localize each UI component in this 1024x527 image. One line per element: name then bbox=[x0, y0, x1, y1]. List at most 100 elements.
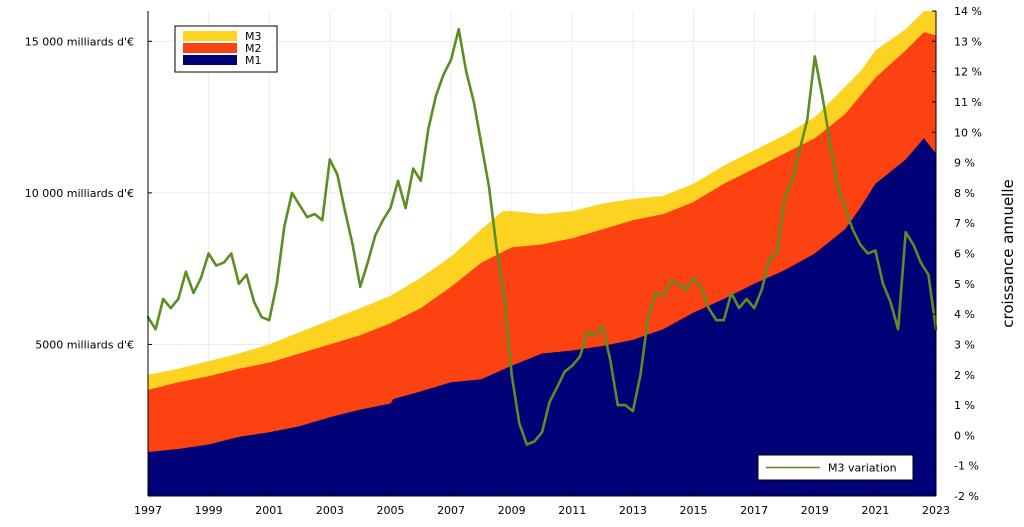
line-point-90 bbox=[828, 140, 832, 143]
line-point-2 bbox=[162, 297, 165, 301]
line-point-1 bbox=[154, 328, 157, 331]
legend-swatch-m2 bbox=[183, 43, 237, 53]
x-tick-label-2021: 2021 bbox=[861, 504, 889, 517]
line-point-19 bbox=[290, 191, 294, 195]
line-point-92 bbox=[843, 206, 847, 210]
line-point-61 bbox=[609, 358, 612, 361]
line-point-70 bbox=[677, 282, 680, 285]
axes-layer: 1997 1999 2001 2003 2005 2007 2009 2011 2013 2015… bbox=[25, 5, 1017, 517]
x-tick-label-2005: 2005 bbox=[376, 504, 404, 517]
line-point-96 bbox=[874, 249, 877, 252]
x-tick-label-2003: 2003 bbox=[316, 504, 344, 517]
line-point-41 bbox=[457, 28, 460, 31]
y-left-tick-label-10000: 10 000 milliards d'€ bbox=[25, 187, 134, 200]
x-tick-label-2013: 2013 bbox=[619, 504, 647, 517]
legend-label-m3-variation: M3 variation bbox=[828, 462, 897, 475]
line-point-12 bbox=[237, 282, 241, 285]
line-point-13 bbox=[245, 273, 248, 276]
line-point-17 bbox=[275, 282, 278, 285]
line-point-100 bbox=[904, 231, 907, 234]
line-point-48 bbox=[510, 373, 513, 376]
line-point-26 bbox=[343, 209, 347, 213]
line-point-6 bbox=[192, 291, 195, 295]
x-tick-label-2015: 2015 bbox=[680, 504, 708, 517]
x-tick-label-2017: 2017 bbox=[740, 504, 768, 517]
y-left-tick-label-15000: 15 000 milliards d'€ bbox=[25, 35, 134, 48]
legend-label-m2: M2 bbox=[245, 42, 262, 55]
line-point-29 bbox=[366, 261, 369, 264]
line-point-40 bbox=[449, 58, 453, 61]
area-layer bbox=[148, 11, 936, 497]
line-point-89 bbox=[821, 94, 824, 98]
line-point-84 bbox=[783, 197, 786, 201]
line-point-103 bbox=[927, 273, 930, 276]
line-point-24 bbox=[328, 158, 331, 161]
line-point-5 bbox=[184, 270, 188, 273]
line-point-15 bbox=[260, 316, 263, 319]
y-left-tick-label-5000: 5000 milliards d'€ bbox=[35, 338, 134, 351]
line-point-97 bbox=[881, 282, 885, 285]
line-point-82 bbox=[768, 258, 771, 261]
line-point-62 bbox=[616, 403, 619, 407]
y-right-tick-label-9: 9 % bbox=[954, 157, 975, 170]
line-point-46 bbox=[495, 246, 498, 249]
line-point-88 bbox=[813, 55, 816, 58]
y-right-tick-label-6: 6 % bbox=[954, 248, 975, 261]
x-tick-label-2009: 2009 bbox=[498, 504, 526, 517]
line-point-57 bbox=[578, 355, 582, 358]
line-point-4 bbox=[177, 297, 180, 301]
line-point-76 bbox=[722, 319, 725, 322]
line-point-63 bbox=[624, 403, 627, 407]
line-point-30 bbox=[374, 234, 377, 237]
line-point-31 bbox=[381, 219, 385, 222]
line-point-42 bbox=[465, 70, 468, 73]
line-point-47 bbox=[502, 294, 506, 298]
y-right-tick-label-2: 2 % bbox=[954, 369, 975, 382]
line-point-91 bbox=[836, 185, 839, 188]
x-tick-label-2007: 2007 bbox=[437, 504, 465, 517]
line-point-37 bbox=[427, 128, 430, 131]
line-point-68 bbox=[662, 294, 665, 298]
line-point-14 bbox=[252, 300, 256, 304]
line-point-21 bbox=[305, 215, 309, 219]
line-point-98 bbox=[889, 300, 892, 304]
line-point-49 bbox=[518, 422, 521, 425]
line-point-53 bbox=[548, 400, 551, 404]
line-point-72 bbox=[692, 276, 695, 279]
line-point-34 bbox=[404, 206, 407, 210]
y-right-axis-title: croissance annuelle bbox=[999, 179, 1017, 328]
x-tick-label-2019: 2019 bbox=[801, 504, 829, 517]
line-point-102 bbox=[919, 261, 922, 264]
line-point-27 bbox=[351, 243, 354, 246]
line-point-22 bbox=[313, 212, 316, 216]
line-point-38 bbox=[434, 94, 438, 98]
area-m1 bbox=[148, 138, 936, 497]
line-point-10 bbox=[222, 261, 225, 264]
line-point-87 bbox=[806, 118, 809, 122]
line-point-56 bbox=[571, 364, 574, 367]
line-point-101 bbox=[912, 243, 915, 246]
y-right-tick-label--1: -1 % bbox=[954, 460, 979, 473]
line-point-28 bbox=[359, 285, 362, 288]
line-point-32 bbox=[389, 206, 392, 210]
y-right-tick-label-8: 8 % bbox=[954, 187, 975, 200]
line-point-77 bbox=[730, 291, 733, 295]
line-point-52 bbox=[540, 431, 544, 434]
y-right-tick-label-13: 13 % bbox=[954, 35, 982, 48]
line-point-66 bbox=[646, 316, 650, 319]
line-point-95 bbox=[866, 252, 869, 255]
legend-label-m1: M1 bbox=[245, 54, 262, 67]
y-right-tick-label-5: 5 % bbox=[954, 278, 975, 291]
line-point-33 bbox=[396, 179, 400, 182]
line-point-93 bbox=[851, 228, 854, 231]
line-point-99 bbox=[896, 328, 900, 331]
line-point-74 bbox=[707, 306, 710, 310]
line-point-75 bbox=[715, 319, 718, 322]
line-point-85 bbox=[790, 179, 794, 182]
line-point-44 bbox=[480, 143, 483, 146]
line-point-50 bbox=[525, 443, 528, 446]
line-point-8 bbox=[207, 252, 210, 255]
line-point-51 bbox=[533, 440, 536, 443]
